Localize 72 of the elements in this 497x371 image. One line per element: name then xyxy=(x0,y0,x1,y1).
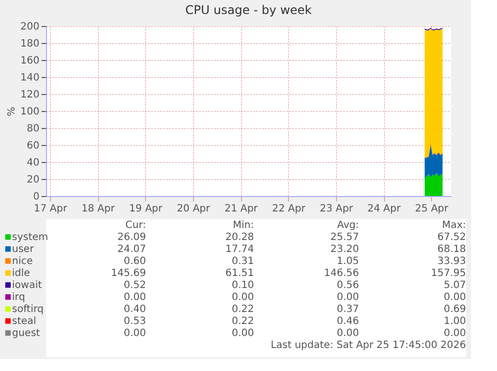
y-tick-label: 100 xyxy=(20,106,40,118)
text: 0.10 xyxy=(232,280,254,291)
text: 0.00 xyxy=(124,292,146,303)
y-tick-label: 180 xyxy=(20,38,40,50)
y-tick-label: 20 xyxy=(26,174,40,186)
text: 1.05 xyxy=(336,256,359,267)
x-tick-label: 24 Apr xyxy=(367,204,402,214)
text: 26.09 xyxy=(117,232,146,243)
legend-label: user xyxy=(12,244,35,255)
text: 0.00 xyxy=(336,328,359,339)
x-tick-label: 18 Apr xyxy=(82,204,116,214)
text: 0.46 xyxy=(336,316,359,327)
text: 0.00 xyxy=(232,292,254,303)
legend-label: irq xyxy=(12,292,26,303)
legend-label: system xyxy=(12,232,48,243)
x-tick-label: 23 Apr xyxy=(320,204,354,214)
text: 0.00 xyxy=(336,292,359,303)
text: 0.00 xyxy=(232,328,254,339)
text: 145.69 xyxy=(111,268,146,279)
text: Avg: xyxy=(337,220,359,231)
x-tick-label: 19 Apr xyxy=(129,204,164,214)
text: 61.51 xyxy=(225,268,254,279)
text: 67.52 xyxy=(437,232,466,243)
y-tick-label: 80 xyxy=(26,124,40,134)
text: 68.18 xyxy=(437,244,466,255)
text: 0.52 xyxy=(124,280,146,291)
y-tick-label: 0 xyxy=(33,192,40,202)
y-tick-label: 120 xyxy=(20,90,40,100)
text: 146.56 xyxy=(324,268,359,279)
text: 0.56 xyxy=(336,280,359,291)
y-tick-label: 200 xyxy=(20,22,40,32)
text: 5.07 xyxy=(444,280,466,291)
x-tick-label: 22 Apr xyxy=(272,204,306,214)
text: Max: xyxy=(442,220,466,231)
y-tick-label: 60 xyxy=(26,140,40,152)
legend-label: nice xyxy=(12,256,33,267)
y-axis-title: % xyxy=(6,106,18,116)
x-tick-label: 17 Apr xyxy=(34,204,68,214)
text: 0.31 xyxy=(232,256,254,267)
text: 0.22 xyxy=(232,316,254,327)
y-tick-label: 40 xyxy=(26,158,40,168)
legend-label: iowait xyxy=(12,280,42,291)
x-tick-label: 20 Apr xyxy=(176,204,211,214)
text: 0.69 xyxy=(444,304,466,315)
text: 23.20 xyxy=(330,244,359,255)
text: 0.22 xyxy=(232,304,254,315)
text: 0.53 xyxy=(124,316,146,327)
text: 0.00 xyxy=(444,292,466,303)
text: Min: xyxy=(232,220,254,231)
text: 33.93 xyxy=(437,256,466,267)
text: 0.00 xyxy=(444,328,466,339)
text: 1.00 xyxy=(444,316,466,327)
text: Last update: Sat Apr 25 17:45:00 2026 xyxy=(270,340,466,351)
y-tick-label: 160 xyxy=(20,56,40,66)
legend-label: idle xyxy=(12,268,30,279)
chart-title: CPU usage - by week xyxy=(185,3,312,17)
text: 0.00 xyxy=(124,328,146,339)
x-tick-label: 21 Apr xyxy=(224,204,259,214)
legend-label: steal xyxy=(12,316,36,327)
text: 17.74 xyxy=(225,244,254,255)
legend-label: guest xyxy=(12,328,40,339)
y-tick-label: 140 xyxy=(20,72,40,84)
text: 24.07 xyxy=(117,244,146,255)
text: 25.57 xyxy=(330,232,359,243)
text: 0.40 xyxy=(124,304,146,315)
text: 0.60 xyxy=(124,256,146,267)
legend-label: softirq xyxy=(12,304,44,315)
text: Cur: xyxy=(125,220,146,231)
x-tick-label: 25 Apr xyxy=(415,204,450,214)
text: 20.28 xyxy=(225,232,254,243)
text: 157.95 xyxy=(431,268,466,279)
text: 0.37 xyxy=(336,304,359,315)
